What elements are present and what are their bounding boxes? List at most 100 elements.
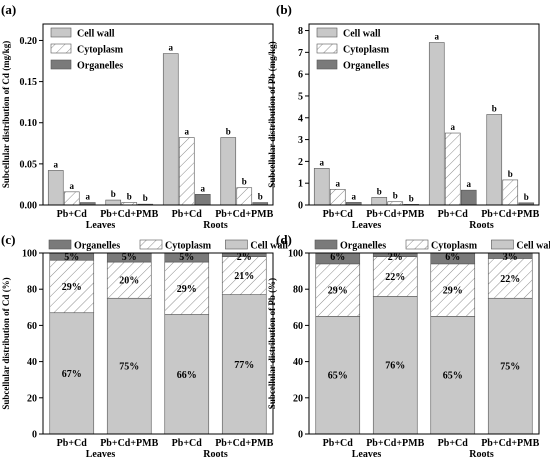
y-tick-label: 40 bbox=[27, 357, 37, 368]
x-group-label: Roots bbox=[203, 449, 228, 460]
bar-cytoplasm bbox=[329, 188, 346, 206]
significance-letter: a bbox=[467, 179, 472, 189]
significance-letter: b bbox=[111, 189, 116, 199]
x-tick-label: Pb+Cd bbox=[323, 438, 354, 449]
significance-letter: a bbox=[451, 122, 456, 132]
significance-letter: b bbox=[377, 186, 382, 196]
significance-letter: a bbox=[201, 183, 206, 193]
percent-label-organelles: 2% bbox=[388, 252, 403, 263]
significance-letter: b bbox=[258, 192, 263, 202]
bar-cytoplasm bbox=[236, 187, 253, 206]
x-tick-label: Pb+Cd+PMB bbox=[481, 209, 539, 220]
stacked-bar-cytoplasm bbox=[221, 256, 267, 295]
stacked-bar-cell_wall bbox=[221, 294, 267, 435]
x-tick-label: Pb+Cd bbox=[172, 438, 203, 449]
plot-frame bbox=[308, 23, 540, 206]
legend-label-organelles: Organelles bbox=[74, 241, 120, 252]
significance-letter: a bbox=[336, 178, 341, 188]
y-axis-label: Subcellular distribution of Cd (%) bbox=[1, 277, 11, 409]
y-tick-label: 20 bbox=[27, 393, 37, 404]
x-group-label: Roots bbox=[469, 449, 494, 460]
significance-letter: b bbox=[524, 192, 529, 202]
legend-swatch-organelles bbox=[316, 59, 338, 70]
y-tick-label: 100 bbox=[22, 249, 37, 260]
percent-label-cytoplasm: 29% bbox=[443, 286, 463, 297]
y-tick-label: 2 bbox=[298, 157, 303, 168]
stacked-bar-cytoplasm bbox=[106, 261, 152, 299]
percent-label-cytoplasm: 21% bbox=[234, 271, 254, 282]
panel-label: (d) bbox=[276, 232, 292, 247]
percent-label-cell_wall: 77% bbox=[234, 360, 254, 371]
stacked-bar-cell_wall bbox=[487, 297, 533, 435]
bar-cytoplasm bbox=[178, 137, 195, 206]
plot-frame bbox=[42, 252, 274, 435]
percent-label-cell_wall: 65% bbox=[443, 371, 463, 382]
legend-label-cell_wall: Cell wall bbox=[516, 241, 550, 252]
legend-label-organelles: Organelles bbox=[77, 61, 123, 72]
x-tick-label: Pb+Cd bbox=[323, 209, 354, 220]
significance-letter: a bbox=[54, 159, 59, 169]
x-tick-label: Pb+Cd+PMB bbox=[100, 438, 158, 449]
percent-label-organelles: 5% bbox=[179, 252, 194, 263]
percent-label-cytoplasm: 29% bbox=[177, 284, 197, 295]
y-tick-label: 0 bbox=[32, 430, 37, 441]
y-tick-label: 6 bbox=[298, 70, 303, 81]
percent-label-cytoplasm: 29% bbox=[62, 282, 82, 293]
percent-label-organelles: 3% bbox=[503, 252, 518, 263]
x-group-label: Leaves bbox=[86, 449, 116, 460]
y-tick-label: 0.15 bbox=[20, 77, 38, 88]
percent-label-cell_wall: 67% bbox=[62, 369, 82, 380]
legend-label-cell_wall: Cell wall bbox=[343, 29, 381, 40]
significance-letter: a bbox=[320, 157, 325, 167]
y-tick-label: 0.20 bbox=[20, 36, 38, 47]
significance-letter: b bbox=[226, 127, 231, 137]
legend-swatch-cytoplasm bbox=[405, 239, 429, 250]
bar-cytoplasm bbox=[444, 132, 461, 206]
legend-label-cytoplasm: Cytoplasm bbox=[77, 45, 124, 56]
bar-cell_wall bbox=[162, 53, 179, 206]
significance-letter: a bbox=[86, 192, 91, 202]
significance-letter: b bbox=[143, 193, 148, 203]
stacked-bar-cytoplasm bbox=[487, 258, 533, 299]
percent-label-organelles: 6% bbox=[445, 252, 460, 263]
panel-label: (a) bbox=[1, 2, 16, 17]
legend-swatch-organelles bbox=[314, 239, 338, 250]
x-group-label: Leaves bbox=[352, 220, 382, 231]
y-axis-label: Subcellular distribution of Pb (mg/kg) bbox=[267, 41, 277, 187]
y-tick-label: 1 bbox=[298, 179, 303, 190]
bar-organelles bbox=[460, 189, 477, 206]
significance-letter: b bbox=[127, 192, 132, 202]
chart-panel-a: (a) Subcellular distribution of Cd (mg/kg… bbox=[1, 2, 274, 231]
x-group-label: Roots bbox=[469, 220, 494, 231]
legend-label-cytoplasm: Cytoplasm bbox=[431, 241, 478, 252]
bar-cytoplasm bbox=[63, 191, 80, 206]
legend-label-organelles: Organelles bbox=[343, 61, 389, 72]
significance-letter: a bbox=[169, 43, 174, 53]
legend-label-organelles: Organelles bbox=[340, 241, 386, 252]
plot-frame bbox=[308, 252, 540, 435]
significance-letter: a bbox=[352, 191, 357, 201]
y-tick-label: 60 bbox=[27, 321, 37, 332]
legend-swatch-organelles bbox=[50, 59, 72, 70]
bar-cell_wall bbox=[428, 42, 445, 206]
stacked-bar-cell_wall bbox=[372, 296, 418, 435]
percent-label-organelles: 6% bbox=[330, 252, 345, 263]
significance-letter: a bbox=[185, 127, 190, 137]
x-tick-label: Pb+Cd bbox=[57, 209, 88, 220]
percent-label-organelles: 5% bbox=[122, 252, 137, 263]
y-tick-label: 0 bbox=[298, 430, 303, 441]
stacked-bar-cytoplasm bbox=[430, 263, 476, 317]
legend-swatch-cell_wall bbox=[316, 27, 338, 38]
y-tick-label: 8 bbox=[298, 26, 303, 37]
y-axis-label: Subcellular distribution of Cd (mg/kg) bbox=[1, 41, 11, 188]
y-tick-label: 0.10 bbox=[20, 118, 38, 129]
y-tick-label: 5 bbox=[298, 91, 303, 102]
stacked-bar-cytoplasm bbox=[49, 259, 95, 314]
x-group-label: Roots bbox=[203, 220, 228, 231]
y-tick-label: 3 bbox=[298, 135, 303, 146]
stacked-bar-cytoplasm bbox=[164, 261, 210, 315]
bar-cell_wall bbox=[313, 168, 330, 206]
percent-label-cytoplasm: 20% bbox=[119, 276, 139, 287]
y-tick-label: 7 bbox=[298, 48, 303, 59]
